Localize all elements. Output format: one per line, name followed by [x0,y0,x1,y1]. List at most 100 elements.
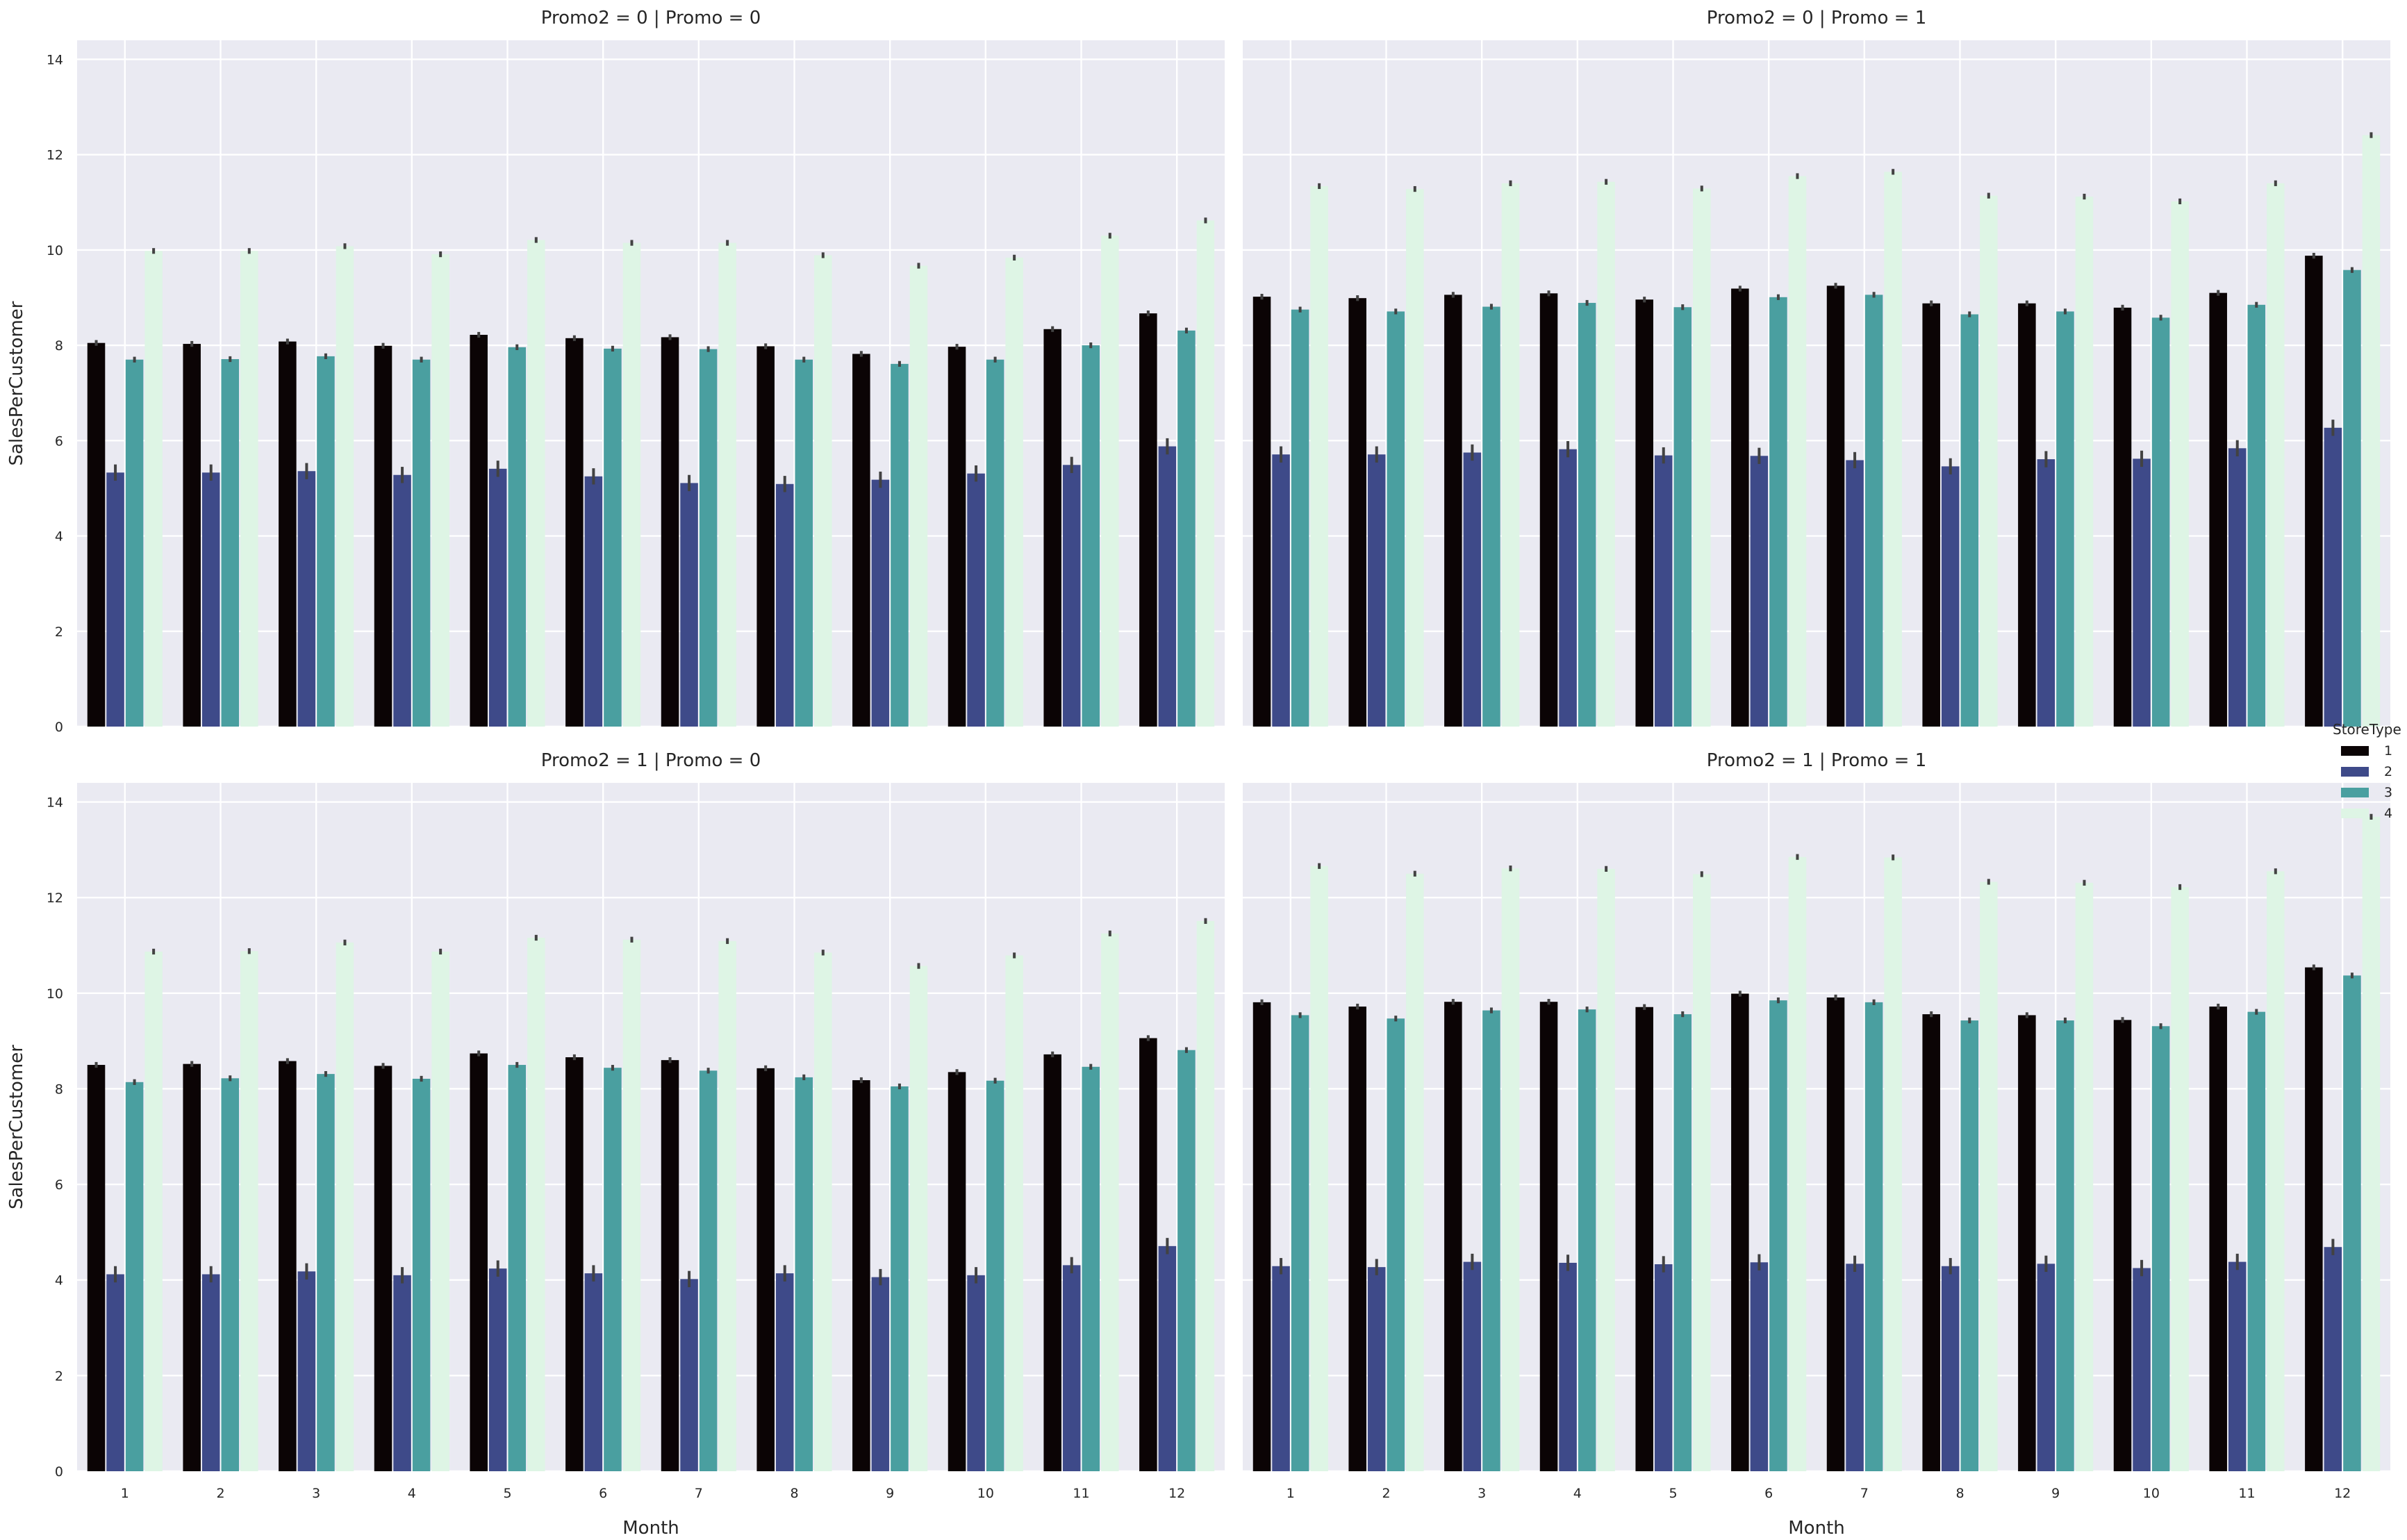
facet-title: Promo2 = 0 | Promo = 1 [1707,8,1927,28]
bar [1960,1020,1979,1471]
bar [1539,1002,1558,1471]
facet-title: Promo2 = 0 | Promo = 0 [541,8,761,28]
bar [1444,1002,1462,1471]
bar [1750,1262,1769,1471]
bar [699,1070,718,1471]
bar [1348,1007,1366,1471]
x-tick-label: 6 [1764,1486,1773,1501]
bar [1177,1050,1196,1471]
y-axis-title: SalesPerCustomer [6,1045,27,1209]
bar [297,1271,316,1471]
bar [1310,185,1328,727]
facet-title: Promo2 = 1 | Promo = 0 [541,750,761,771]
bar [1463,1261,1482,1471]
bar [1731,993,1749,1471]
x-tick-label: 4 [1573,1486,1582,1501]
x-tick-label: 8 [1955,1486,1964,1501]
bar [1101,933,1119,1471]
legend: StoreType 1 2 3 4 [2333,721,2401,821]
bar [1177,330,1196,727]
bar [1788,176,1807,727]
bar [718,941,736,1471]
x-tick-label: 4 [408,1486,416,1501]
bar [1043,1054,1061,1471]
bar [756,1068,775,1471]
x-tick-label: 1 [1287,1486,1295,1501]
bar [2228,448,2247,727]
bar [240,251,258,727]
bar [106,472,124,727]
bar [871,1277,890,1471]
bar [1291,1015,1309,1471]
bar [470,335,488,727]
bar [508,1065,527,1471]
bar [1062,1265,1081,1471]
y-tick-label: 6 [55,433,63,449]
y-tick-label: 0 [55,720,63,735]
bar [814,255,832,727]
bar [622,939,641,1471]
bar [221,359,240,727]
x-tick-label: 11 [2238,1486,2255,1501]
bar [2324,1247,2342,1471]
x-axis-title: Month [1788,1518,1845,1539]
bar [699,349,718,727]
bar [2267,183,2285,727]
bar [718,242,736,727]
bar [1406,873,1424,1471]
bar [1252,297,1271,727]
bar [852,1080,870,1471]
bar [1750,456,1769,727]
facet-panel-2: Promo2 = 0 | Promo = 1 [1243,8,2390,728]
bar [1826,997,1845,1471]
bar [1501,868,1520,1471]
bar [527,240,545,727]
bar [374,345,392,727]
bar [2228,1261,2247,1471]
bar [470,1053,488,1471]
bar [680,483,698,727]
bar [1884,857,1902,1471]
bar [661,337,679,727]
bar [814,952,832,1471]
bar [2037,1264,2056,1471]
bar [412,359,431,727]
y-axis-title: SalesPerCustomer [6,301,27,465]
bar [1769,1000,1787,1471]
bar [1272,454,1290,727]
bar [565,338,584,727]
bar [125,1082,144,1471]
legend-entry-label: 2 [2384,764,2392,779]
bar [527,937,545,1471]
bar [2209,292,2227,727]
y-tick-label: 2 [55,1368,63,1384]
y-tick-label: 12 [47,891,63,906]
bar [2209,1007,2227,1471]
bar [1673,307,1692,727]
x-tick-label: 2 [1382,1486,1390,1501]
legend-entry-label: 1 [2384,743,2392,759]
bar [1559,1262,1577,1471]
x-tick-label: 1 [121,1486,129,1501]
x-tick-label: 8 [790,1486,798,1501]
legend-swatch [2341,767,2369,777]
bar [1310,866,1328,1471]
y-tick-label: 10 [47,986,63,1002]
bar [1139,1038,1157,1471]
bar [1367,454,1386,727]
bar [2037,459,2056,727]
bar [1387,311,1405,727]
bar [1635,1007,1653,1471]
bar [201,472,220,727]
x-tick-label: 10 [2143,1486,2160,1501]
bar [909,966,928,1471]
bar [795,359,813,727]
bar [1864,1002,1883,1471]
bar [2151,1026,2170,1471]
bar [279,1061,297,1471]
bar [1884,172,1902,727]
bar [948,347,966,727]
bar [2075,197,2094,727]
y-tick-label: 10 [47,243,63,258]
bar [1005,257,1023,727]
